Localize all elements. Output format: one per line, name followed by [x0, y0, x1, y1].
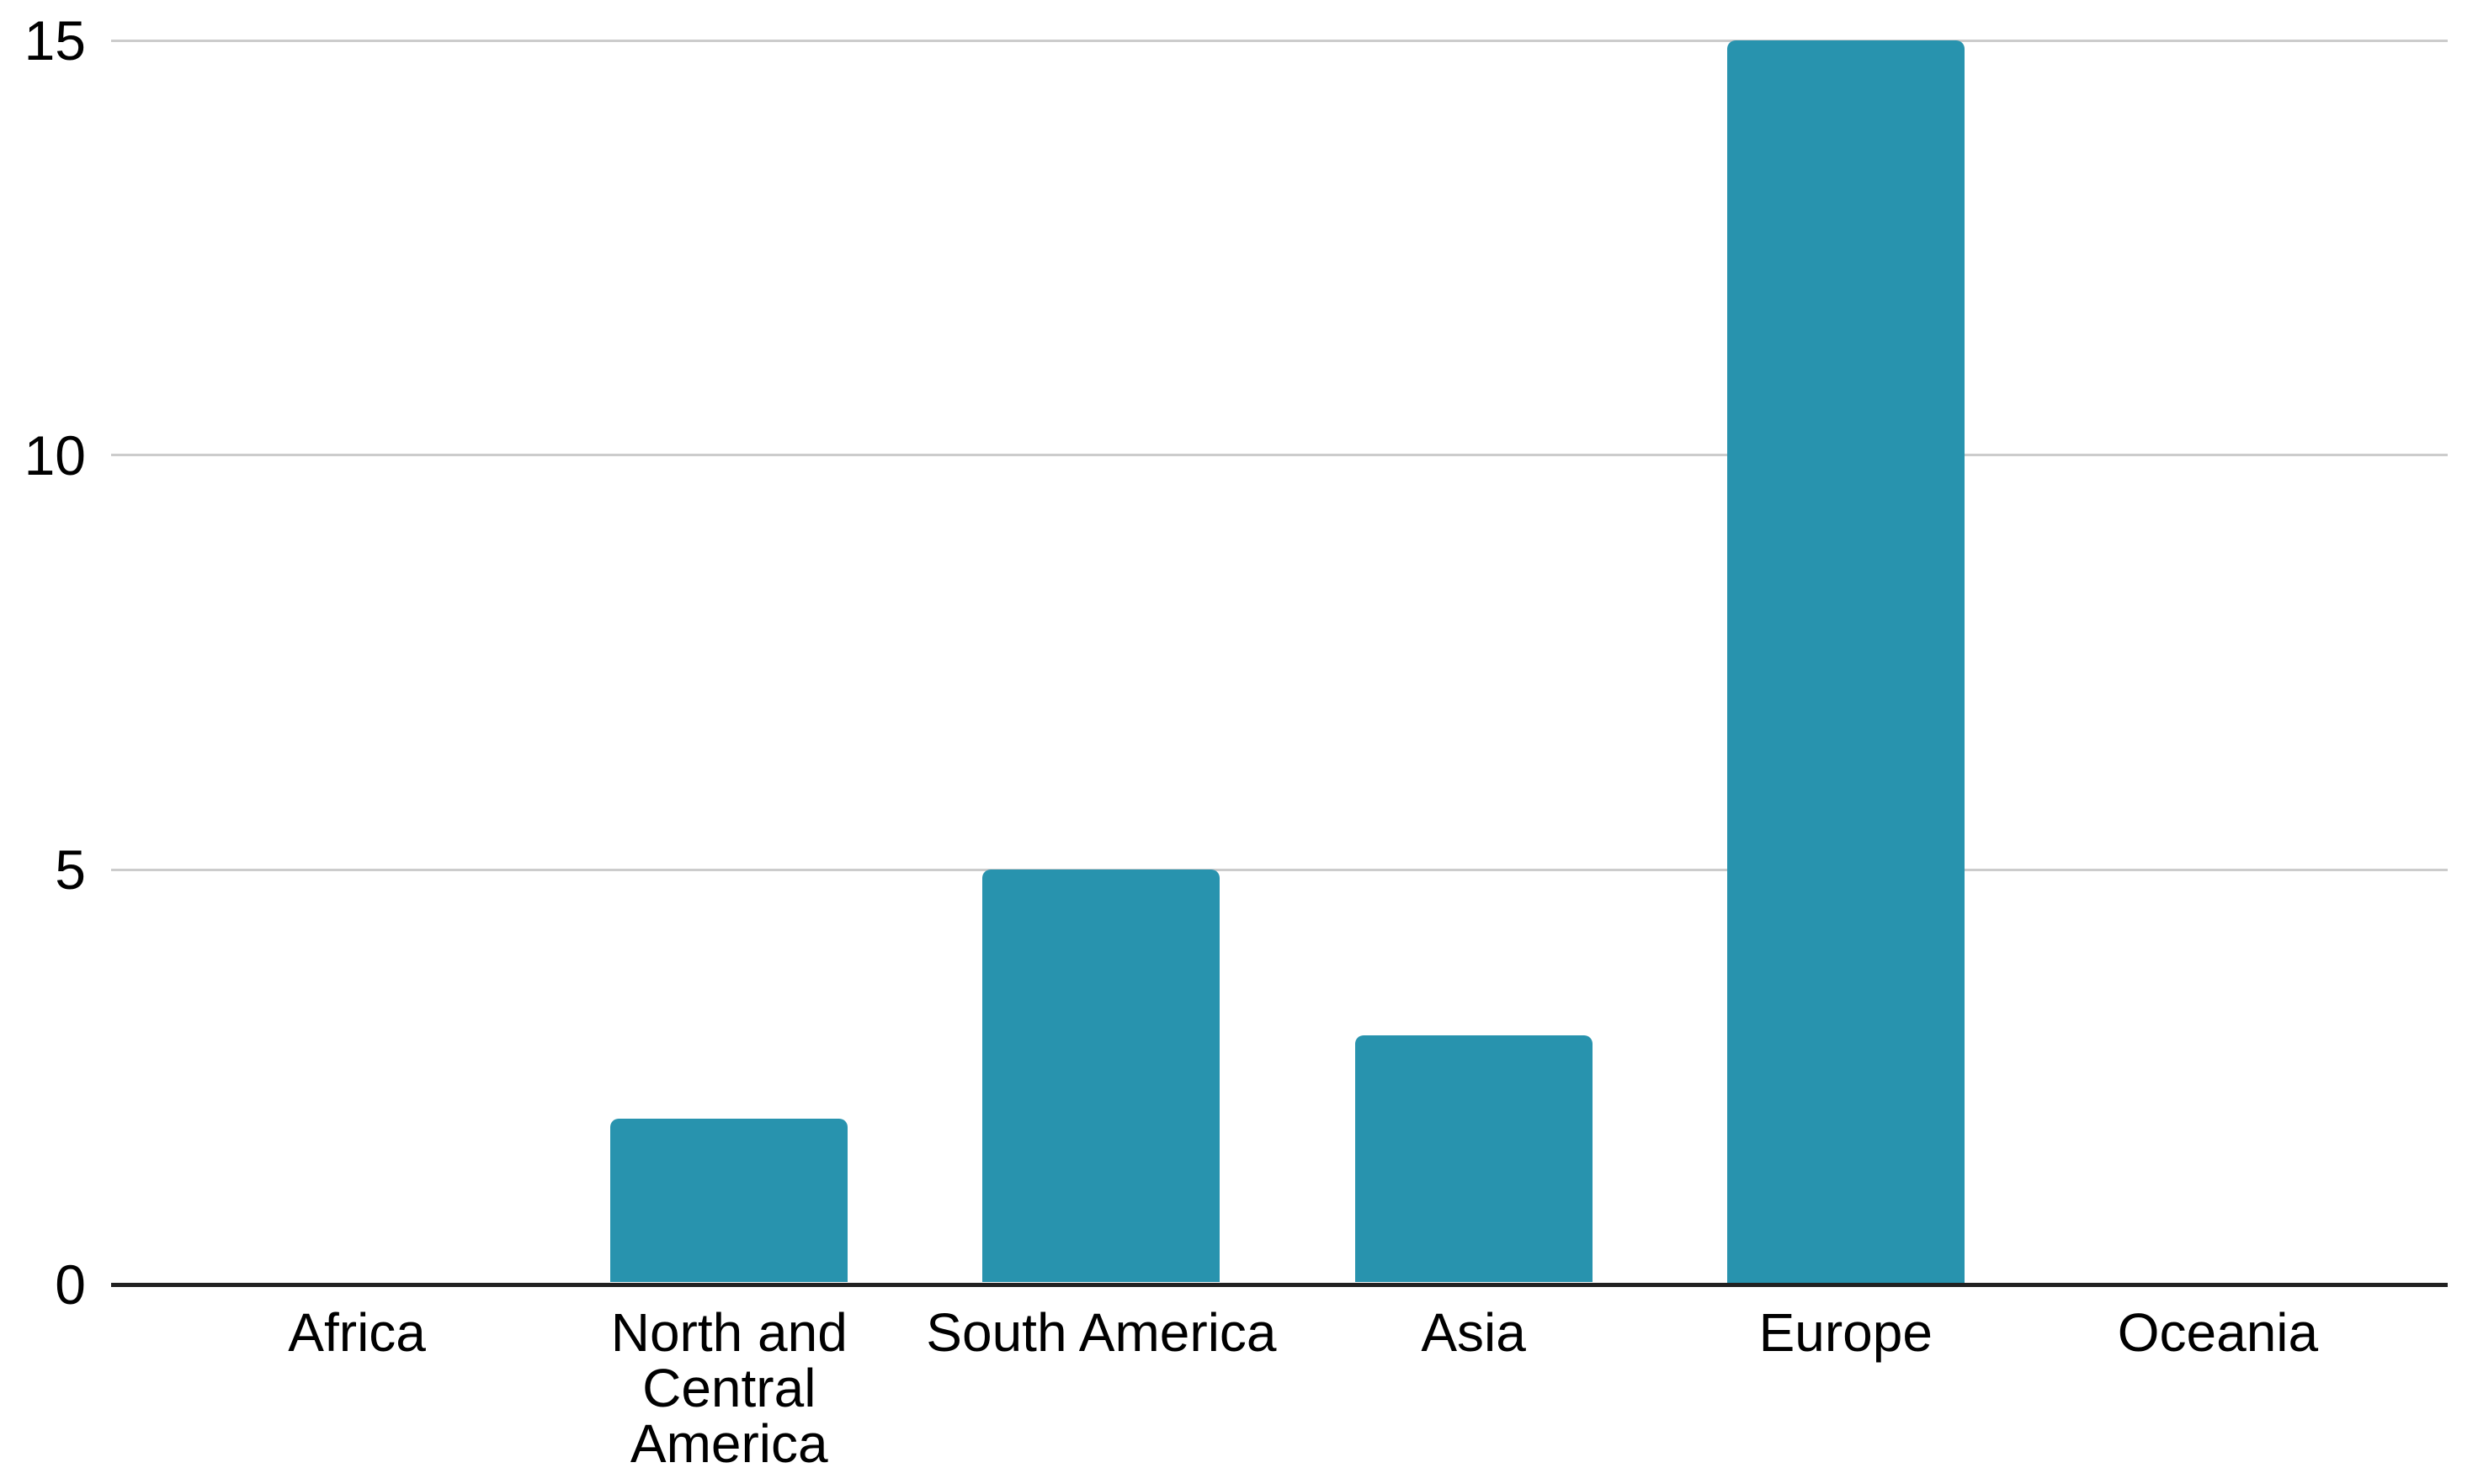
bar-north-and-central-america	[610, 1118, 848, 1283]
gridline	[111, 454, 2448, 457]
y-axis-tick-label: 0	[55, 1253, 86, 1316]
y-axis-tick-label: 5	[55, 838, 86, 902]
bar-south-america	[982, 870, 1220, 1283]
bar-europe	[1726, 40, 1965, 1283]
x-axis-baseline	[111, 1282, 2448, 1287]
x-axis-category-label: North and Central America	[610, 1302, 848, 1474]
x-axis-category-label: South America	[926, 1302, 1277, 1363]
x-axis-category-label: Asia	[1421, 1302, 1526, 1363]
x-axis-category-label: Oceania	[2117, 1302, 2319, 1363]
gridline	[111, 868, 2448, 871]
y-axis-tick-label: 15	[24, 9, 86, 72]
bar-asia	[1354, 1035, 1593, 1283]
x-axis-category-label: Africa	[288, 1302, 426, 1363]
x-axis-category-label: Europe	[1758, 1302, 1933, 1363]
y-axis-tick-label: 10	[24, 423, 86, 487]
gridline	[111, 39, 2448, 42]
